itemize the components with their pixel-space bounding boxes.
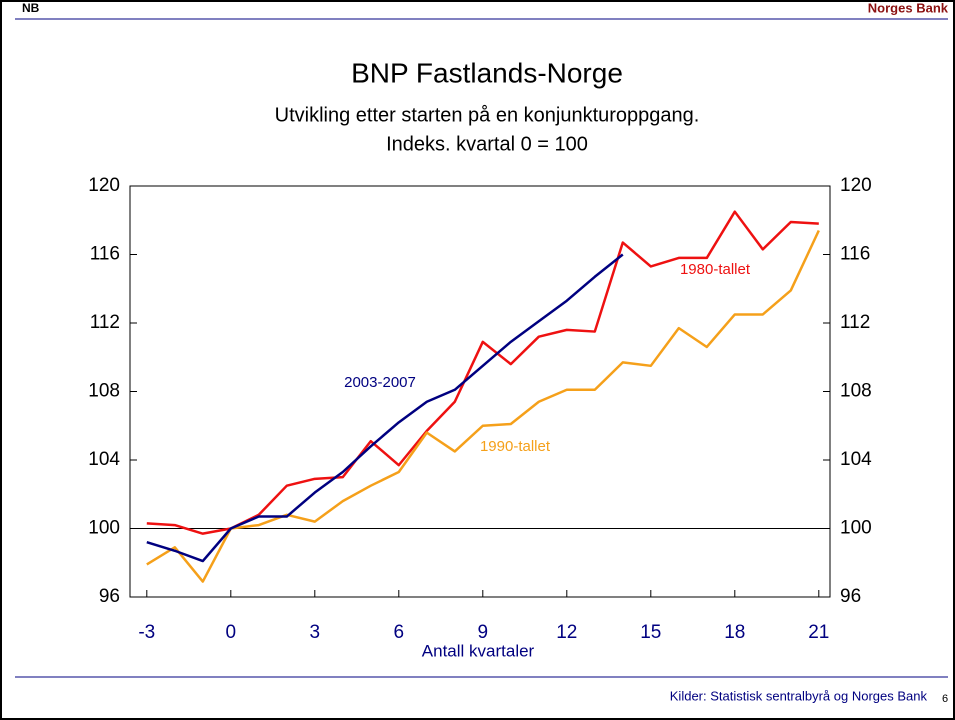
y-tick-label: 112	[90, 312, 120, 333]
y2-tick-label: 108	[840, 381, 872, 402]
series-label: 1980-tallet	[680, 261, 751, 278]
x-tick-label: 0	[226, 622, 237, 643]
x-tick-label: 9	[478, 622, 489, 643]
y2-tick-label: 104	[840, 449, 872, 470]
x-tick-label: -3	[138, 622, 155, 643]
series-line	[146, 229, 820, 583]
x-tick-label: 15	[640, 622, 661, 643]
series-label: 2003-2007	[344, 374, 416, 391]
y-tick-label: 96	[99, 586, 120, 607]
y2-tick-label: 116	[840, 244, 870, 265]
x-tick-label: 18	[724, 622, 745, 643]
y2-tick-label: 96	[840, 586, 861, 607]
series-label: 1990-tallet	[480, 438, 551, 455]
logo: NB	[22, 1, 40, 15]
y2-tick-label: 120	[840, 175, 872, 196]
page-number: 6	[942, 693, 948, 705]
x-tick-label: 3	[310, 622, 321, 643]
y2-tick-label: 100	[840, 518, 872, 539]
y2-tick-label: 112	[840, 312, 870, 333]
brand: Norges Bank	[868, 0, 949, 15]
x-tick-label: 6	[394, 622, 405, 643]
chart-title: BNP Fastlands-Norge	[351, 57, 623, 88]
y-tick-label: 108	[88, 381, 120, 402]
x-tick-label: 21	[808, 622, 829, 643]
y-tick-label: 104	[88, 449, 120, 470]
source-note: Kilder: Statistisk sentralbyrå og Norges…	[670, 688, 928, 703]
y-tick-label: 100	[88, 518, 120, 539]
x-axis-label: Antall kvartaler	[422, 641, 535, 660]
chart-subtitle: Indeks. kvartal 0 = 100	[386, 133, 588, 155]
chart-subtitle: Utvikling etter starten på en konjunktur…	[275, 104, 700, 126]
x-tick-label: 12	[556, 622, 577, 643]
series-line	[146, 210, 819, 535]
y-tick-label: 120	[88, 175, 120, 196]
y-tick-label: 116	[90, 244, 120, 265]
series-line	[146, 253, 624, 563]
